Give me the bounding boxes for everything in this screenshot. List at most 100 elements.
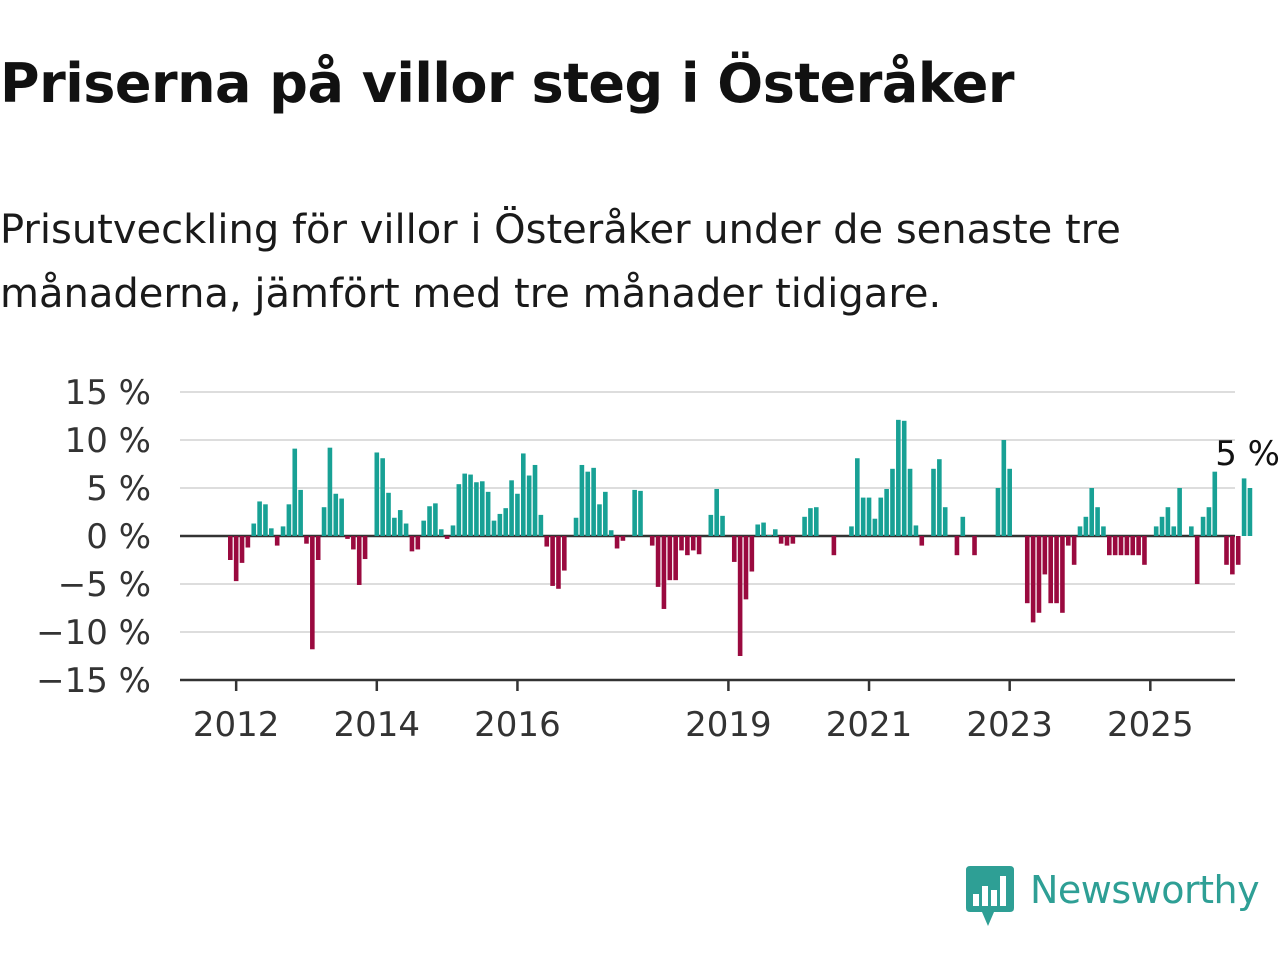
y-tick-label: 10 %	[65, 421, 151, 461]
bar	[585, 471, 591, 536]
bar	[1212, 471, 1218, 536]
bar	[362, 536, 368, 560]
bar	[913, 525, 919, 536]
bar	[1083, 516, 1089, 536]
bar	[462, 473, 467, 536]
bar	[1241, 478, 1247, 536]
y-tick-label: 15 %	[65, 373, 151, 413]
bar	[491, 520, 497, 536]
bar	[421, 520, 426, 536]
bar	[603, 491, 608, 536]
bar	[1112, 536, 1118, 556]
bar	[263, 504, 268, 536]
bar	[1089, 488, 1095, 536]
bar	[632, 489, 637, 536]
bar	[538, 514, 544, 536]
bar	[855, 458, 860, 536]
bar	[573, 517, 579, 536]
bar	[896, 419, 901, 536]
bar	[591, 467, 596, 536]
bar	[315, 536, 321, 560]
bar	[257, 501, 262, 536]
bar	[321, 507, 327, 536]
bar	[743, 536, 749, 600]
bar	[1200, 516, 1206, 536]
bar	[931, 468, 936, 536]
bar	[802, 516, 807, 536]
bar	[649, 536, 655, 546]
bar	[415, 536, 421, 550]
bar	[597, 504, 602, 536]
x-tick-label: 2016	[474, 705, 561, 745]
bar	[397, 510, 403, 536]
bar	[474, 482, 479, 536]
bar	[456, 484, 462, 536]
chart-title: Priserna på villor steg i Österåker	[0, 52, 1015, 115]
bar	[1065, 536, 1071, 546]
bar	[286, 504, 292, 536]
bar	[392, 517, 397, 536]
bar	[814, 507, 819, 536]
y-tick-label: −10 %	[36, 613, 151, 653]
bar	[280, 526, 286, 536]
x-tick-label: 2019	[685, 705, 772, 745]
bar	[1101, 526, 1106, 536]
bar	[772, 529, 778, 536]
bar	[731, 536, 737, 562]
bar	[245, 536, 251, 548]
bar	[1142, 536, 1147, 565]
bar	[661, 536, 667, 609]
bar	[767, 535, 772, 536]
bar	[374, 452, 380, 536]
bar	[269, 528, 274, 536]
bar	[1077, 526, 1083, 536]
bar	[444, 536, 450, 539]
bar	[884, 488, 889, 536]
bar	[866, 497, 872, 536]
bar	[1165, 507, 1171, 536]
y-tick-label: 5 %	[86, 469, 151, 509]
bar	[1136, 536, 1141, 556]
bar	[872, 518, 878, 536]
bar	[1107, 536, 1112, 556]
bar	[778, 536, 784, 544]
bar	[310, 536, 315, 650]
chart-subtitle: Prisutveckling för villor i Österåker un…	[0, 207, 1121, 317]
bar	[1030, 536, 1036, 623]
bar	[562, 536, 567, 571]
bars	[228, 419, 1253, 656]
y-tick-label: −15 %	[36, 661, 151, 701]
x-axis: 2012 2014 2016 2019 2021 2023 2025	[180, 678, 1235, 745]
bar	[1130, 536, 1136, 556]
bar	[749, 536, 755, 572]
bar	[380, 458, 385, 536]
bar	[808, 508, 813, 536]
bar	[784, 536, 790, 546]
newsworthy-logo: Newsworthy	[964, 864, 1260, 928]
bar	[1235, 536, 1241, 565]
bar	[1124, 536, 1130, 556]
bar	[1054, 536, 1059, 604]
bar	[479, 481, 485, 536]
x-tick-label: 2014	[334, 705, 421, 745]
bar	[1206, 507, 1212, 536]
bar	[292, 448, 298, 536]
bar	[515, 493, 520, 536]
bar	[890, 468, 895, 536]
bar	[907, 468, 913, 536]
bar	[239, 536, 245, 563]
bar	[386, 492, 391, 536]
bar	[655, 536, 661, 587]
bar	[1230, 536, 1235, 575]
bar	[608, 530, 614, 536]
bar	[1024, 536, 1030, 604]
bar	[638, 490, 643, 536]
bar	[228, 536, 233, 560]
logo-text: Newsworthy	[1030, 868, 1260, 912]
bar	[1048, 536, 1053, 604]
bar	[972, 536, 977, 556]
bar	[1095, 507, 1100, 536]
bar	[233, 536, 239, 582]
bar	[1247, 488, 1253, 536]
bar	[696, 536, 702, 555]
